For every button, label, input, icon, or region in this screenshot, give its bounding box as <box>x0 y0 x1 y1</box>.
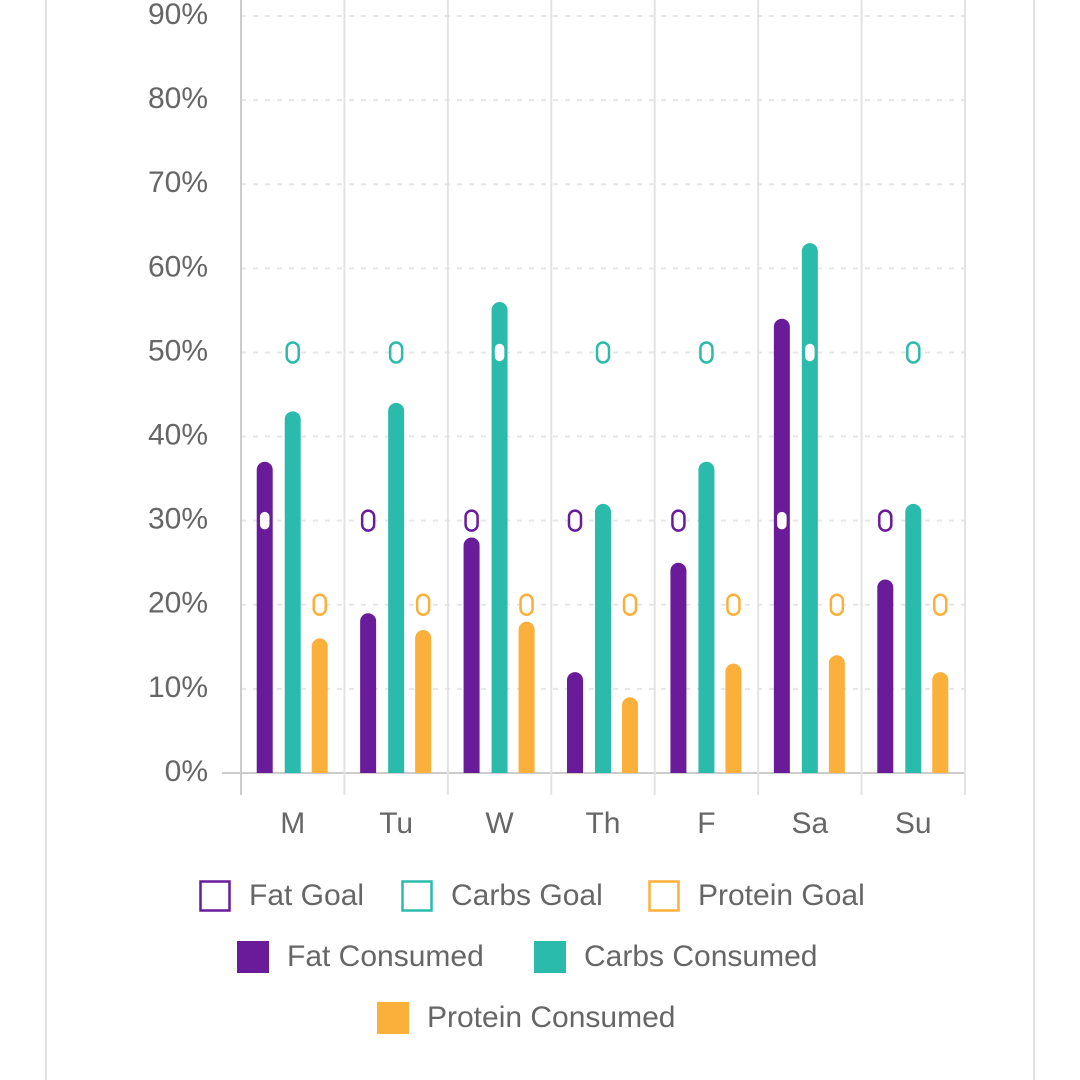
y-tick-label: 90% <box>148 0 208 31</box>
goal-marker <box>312 593 327 617</box>
bar <box>518 621 535 773</box>
x-tick-label: W <box>485 807 514 840</box>
goal-marker <box>492 341 507 364</box>
bar <box>491 301 508 773</box>
bar <box>311 638 328 773</box>
y-tick-label: 60% <box>148 250 208 283</box>
goal-marker <box>829 593 845 617</box>
bar <box>932 672 949 773</box>
legend-label: Fat Goal <box>249 879 364 912</box>
bar <box>622 697 638 773</box>
goal-marker <box>595 341 611 364</box>
y-tick-label: 50% <box>148 334 208 367</box>
y-tick-label: 40% <box>148 418 208 451</box>
y-tick-label: 20% <box>148 587 208 620</box>
x-tick-label: Sa <box>792 807 829 840</box>
y-tick-label: 30% <box>148 503 208 536</box>
y-tick-label: 10% <box>148 671 208 704</box>
x-tick-label: Th <box>585 807 620 840</box>
goal-marker <box>726 593 741 617</box>
legend-label: Carbs Goal <box>451 879 603 912</box>
goal-marker <box>933 593 948 617</box>
goal-marker <box>388 341 404 364</box>
goal-marker <box>360 509 376 532</box>
bar <box>877 579 894 773</box>
bar <box>595 503 611 773</box>
goal-marker <box>671 509 686 532</box>
bar <box>801 243 818 774</box>
goal-marker <box>285 341 300 364</box>
goal-marker <box>464 509 479 532</box>
bar <box>388 402 405 773</box>
legend-swatch <box>237 941 269 973</box>
bar <box>905 503 922 773</box>
x-tick-label: F <box>697 807 715 840</box>
legend-label: Protein Consumed <box>427 1001 675 1034</box>
legend-swatch <box>648 880 680 912</box>
bar <box>284 411 301 773</box>
goal-marker <box>519 593 534 617</box>
bar <box>773 318 790 773</box>
legend-label: Protein Goal <box>698 879 865 912</box>
goal-marker <box>415 593 431 617</box>
bar <box>463 537 480 773</box>
legend-label: Carbs Consumed <box>584 940 817 973</box>
bar <box>256 461 273 773</box>
y-tick-label: 70% <box>148 166 208 199</box>
bar <box>698 461 715 773</box>
y-tick-label: 0% <box>165 755 208 788</box>
legend-swatch <box>199 880 231 912</box>
goal-marker <box>622 593 638 617</box>
bar <box>360 613 377 773</box>
x-tick-label: Su <box>895 807 932 840</box>
x-tick-label: M <box>280 807 305 840</box>
legend-swatch <box>377 1002 409 1034</box>
legend-label: Fat Consumed <box>287 940 484 973</box>
bar <box>670 562 687 773</box>
goal-marker <box>699 341 714 364</box>
goal-marker <box>257 509 272 532</box>
goal-marker <box>878 509 893 532</box>
legend-swatch <box>534 941 566 973</box>
goal-marker <box>802 341 818 364</box>
bar <box>725 663 742 773</box>
bar <box>415 630 432 773</box>
bar <box>567 672 583 773</box>
goal-marker <box>774 509 790 532</box>
legend-swatch <box>401 880 433 912</box>
y-tick-label: 80% <box>148 82 208 115</box>
bar <box>828 655 845 773</box>
x-tick-label: Tu <box>379 807 413 840</box>
goal-marker <box>906 341 921 364</box>
goal-marker <box>567 509 583 532</box>
